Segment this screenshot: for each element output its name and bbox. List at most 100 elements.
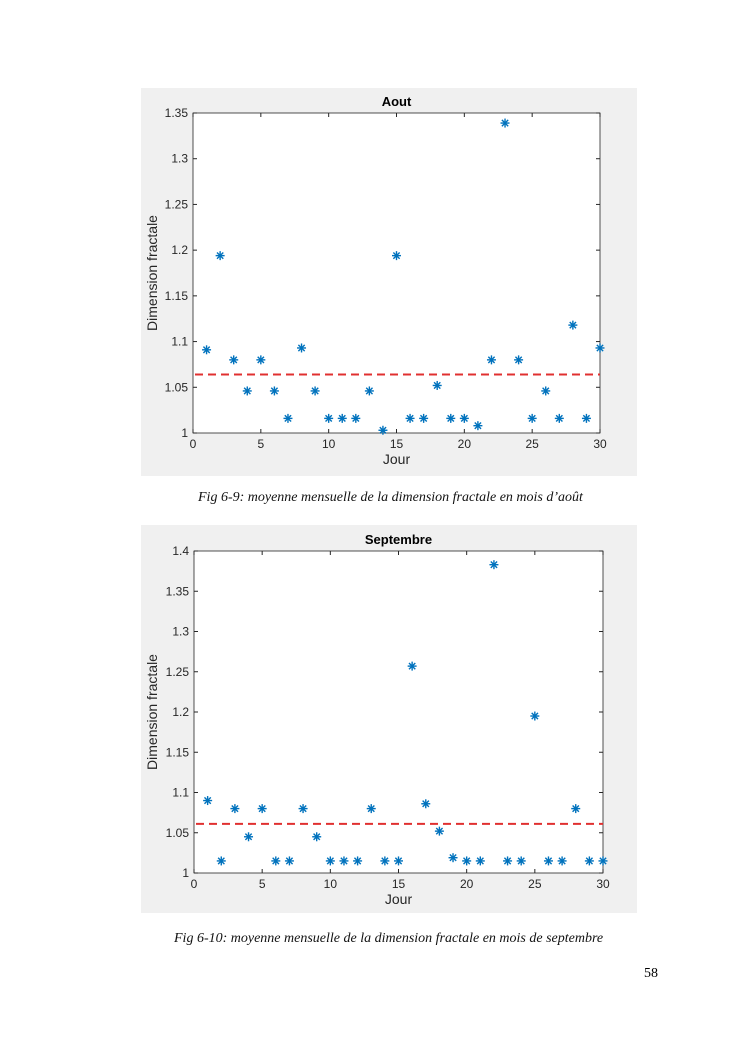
y-tick-label: 1.3 [172, 625, 189, 639]
x-tick-label: 20 [460, 877, 474, 891]
data-point [462, 856, 472, 866]
asterisk-stroke [381, 857, 389, 865]
data-point [405, 413, 415, 423]
data-point [503, 856, 513, 866]
x-tick-label: 0 [190, 437, 197, 451]
asterisk-stroke [284, 414, 292, 423]
data-point [284, 856, 294, 866]
y-tick-label: 1.35 [166, 584, 190, 598]
data-point [297, 343, 307, 353]
data-point [244, 832, 254, 842]
asterisk-stroke [572, 804, 580, 813]
asterisk-stroke [517, 857, 525, 865]
asterisk-stroke [528, 414, 536, 423]
y-tick-label: 1.4 [172, 544, 189, 558]
x-tick-label: 10 [322, 437, 336, 451]
data-point [257, 804, 267, 814]
data-point [269, 386, 279, 396]
y-tick-label: 1.05 [165, 380, 189, 394]
y-tick-label: 1.35 [165, 106, 189, 120]
asterisk-stroke [460, 414, 468, 423]
data-point [459, 413, 469, 423]
data-point [543, 856, 553, 866]
data-point [489, 560, 499, 570]
asterisk-stroke [422, 800, 430, 808]
data-point [378, 425, 388, 435]
asterisk-stroke [435, 827, 444, 835]
asterisk-stroke [544, 857, 553, 865]
data-point [407, 661, 417, 671]
data-point [283, 413, 293, 423]
asterisk-stroke [582, 414, 591, 423]
x-tick-label: 30 [596, 877, 610, 891]
x-tick-label: 25 [525, 437, 539, 451]
data-point [325, 856, 335, 866]
data-point [215, 251, 225, 261]
asterisk-stroke [338, 414, 346, 423]
data-point [351, 413, 361, 423]
y-tick-label: 1.1 [172, 786, 189, 800]
data-point [595, 343, 605, 353]
x-tick-label: 30 [593, 437, 607, 451]
data-point [568, 320, 578, 330]
data-point [486, 355, 496, 365]
asterisk-stroke [299, 804, 307, 813]
asterisk-stroke [406, 414, 414, 423]
asterisk-stroke [487, 356, 496, 364]
data-point [339, 856, 349, 866]
y-tick-label: 1.25 [166, 665, 190, 679]
data-point [475, 856, 485, 866]
x-tick-label: 10 [324, 877, 338, 891]
asterisk-stroke [203, 796, 212, 805]
asterisk-stroke [353, 857, 362, 865]
chart-title: Aout [382, 94, 412, 109]
asterisk-stroke [340, 857, 348, 865]
x-axis-label: Jour [383, 451, 411, 467]
data-point [394, 856, 403, 866]
data-point [473, 421, 483, 431]
data-point [554, 413, 564, 423]
asterisk-stroke [394, 857, 403, 865]
asterisk-stroke [244, 833, 253, 841]
asterisk-stroke [501, 119, 509, 127]
y-tick-label: 1 [181, 426, 188, 440]
x-tick-label: 20 [458, 437, 472, 451]
data-point [230, 804, 240, 814]
y-axis-label: Dimension fractale [144, 215, 160, 331]
x-tick-label: 5 [257, 437, 264, 451]
figure-caption-6-10: Fig 6-10: moyenne mensuelle de la dimens… [174, 931, 604, 946]
data-point [366, 804, 376, 814]
asterisk-stroke [490, 561, 498, 569]
asterisk-stroke [542, 387, 550, 395]
data-point [229, 355, 239, 365]
data-point [557, 856, 567, 866]
data-point [242, 386, 252, 396]
x-tick-label: 15 [390, 437, 404, 451]
data-point [530, 711, 540, 721]
asterisk-stroke [596, 344, 604, 352]
data-point [216, 856, 226, 866]
asterisk-stroke [514, 356, 523, 364]
data-point [419, 413, 429, 423]
y-tick-label: 1.15 [166, 745, 190, 759]
data-point [432, 380, 442, 390]
data-point [203, 796, 213, 806]
asterisk-stroke [447, 414, 455, 423]
data-point [364, 386, 374, 396]
data-point [312, 832, 322, 842]
asterisk-stroke [569, 321, 577, 329]
data-point [392, 251, 401, 261]
y-axis-label: Dimension fractale [144, 654, 160, 770]
asterisk-stroke [585, 857, 594, 865]
asterisk-stroke [230, 356, 238, 364]
asterisk-stroke [555, 414, 563, 423]
data-point [446, 413, 456, 423]
asterisk-stroke [311, 387, 319, 395]
asterisk-stroke [599, 857, 607, 865]
data-point [324, 413, 334, 423]
asterisk-stroke [285, 857, 294, 865]
asterisk-stroke [474, 422, 482, 430]
asterisk-stroke [272, 857, 280, 865]
plot-area [192, 112, 601, 434]
data-point [271, 856, 281, 866]
